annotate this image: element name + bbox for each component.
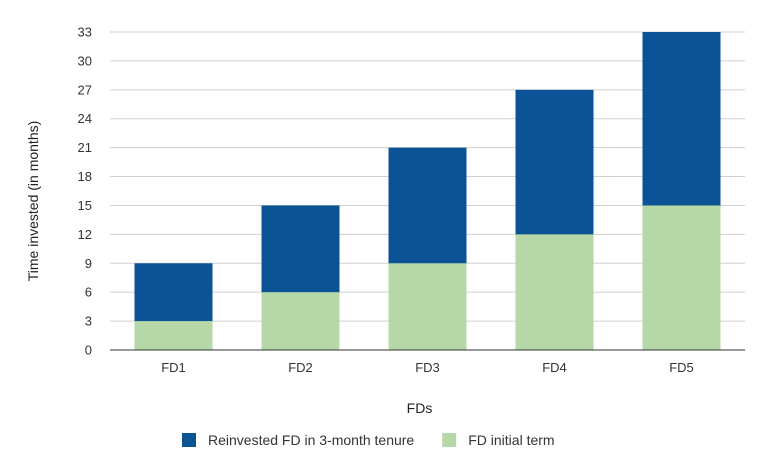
x-axis-title: FDs	[407, 400, 433, 416]
bar-fd2-initial	[261, 292, 340, 350]
y-tick-label: 21	[78, 140, 92, 155]
bar-fd3-reinvested	[388, 147, 467, 264]
bar-fd3-initial	[388, 263, 467, 350]
y-tick-label: 27	[78, 82, 92, 97]
x-tick-label: FD3	[415, 360, 440, 375]
x-tick-labels: FD1 FD2 FD3 FD4 FD5	[161, 360, 694, 375]
bars	[134, 32, 721, 350]
legend-swatch	[182, 433, 196, 447]
y-tick-label: 6	[85, 285, 92, 300]
y-tick-label: 9	[85, 256, 92, 271]
legend-label: FD initial term	[468, 432, 554, 448]
y-tick-label: 0	[85, 343, 92, 358]
x-tick-label: FD1	[161, 360, 186, 375]
bar-fd2-reinvested	[261, 205, 340, 293]
y-tick-label: 15	[78, 198, 92, 213]
legend-swatch	[442, 433, 457, 447]
bar-fd4-initial	[515, 234, 594, 350]
y-axis-title: Time invested (in months)	[25, 121, 41, 282]
bar-fd5-reinvested	[642, 32, 721, 206]
x-tick-label: FD4	[542, 360, 567, 375]
x-tick-label: FD5	[669, 360, 694, 375]
x-tick-label: FD2	[288, 360, 313, 375]
bar-fd4-reinvested	[515, 89, 594, 235]
bar-fd5-initial	[642, 205, 721, 350]
legend: Reinvested FD in 3-month tenure FD initia…	[182, 432, 555, 448]
y-tick-label: 12	[78, 227, 92, 242]
y-tick-label: 30	[78, 53, 92, 68]
y-tick-labels: 0 3 6 9 12 15 18 21 24 27 30 33	[78, 25, 92, 358]
legend-label: Reinvested FD in 3-month tenure	[208, 432, 414, 448]
bar-fd1-reinvested	[134, 263, 213, 322]
y-tick-label: 24	[78, 111, 92, 126]
y-tick-label: 18	[78, 169, 92, 184]
bar-fd1-initial	[134, 321, 213, 350]
y-tick-label: 33	[78, 25, 92, 40]
y-tick-label: 3	[85, 314, 92, 329]
